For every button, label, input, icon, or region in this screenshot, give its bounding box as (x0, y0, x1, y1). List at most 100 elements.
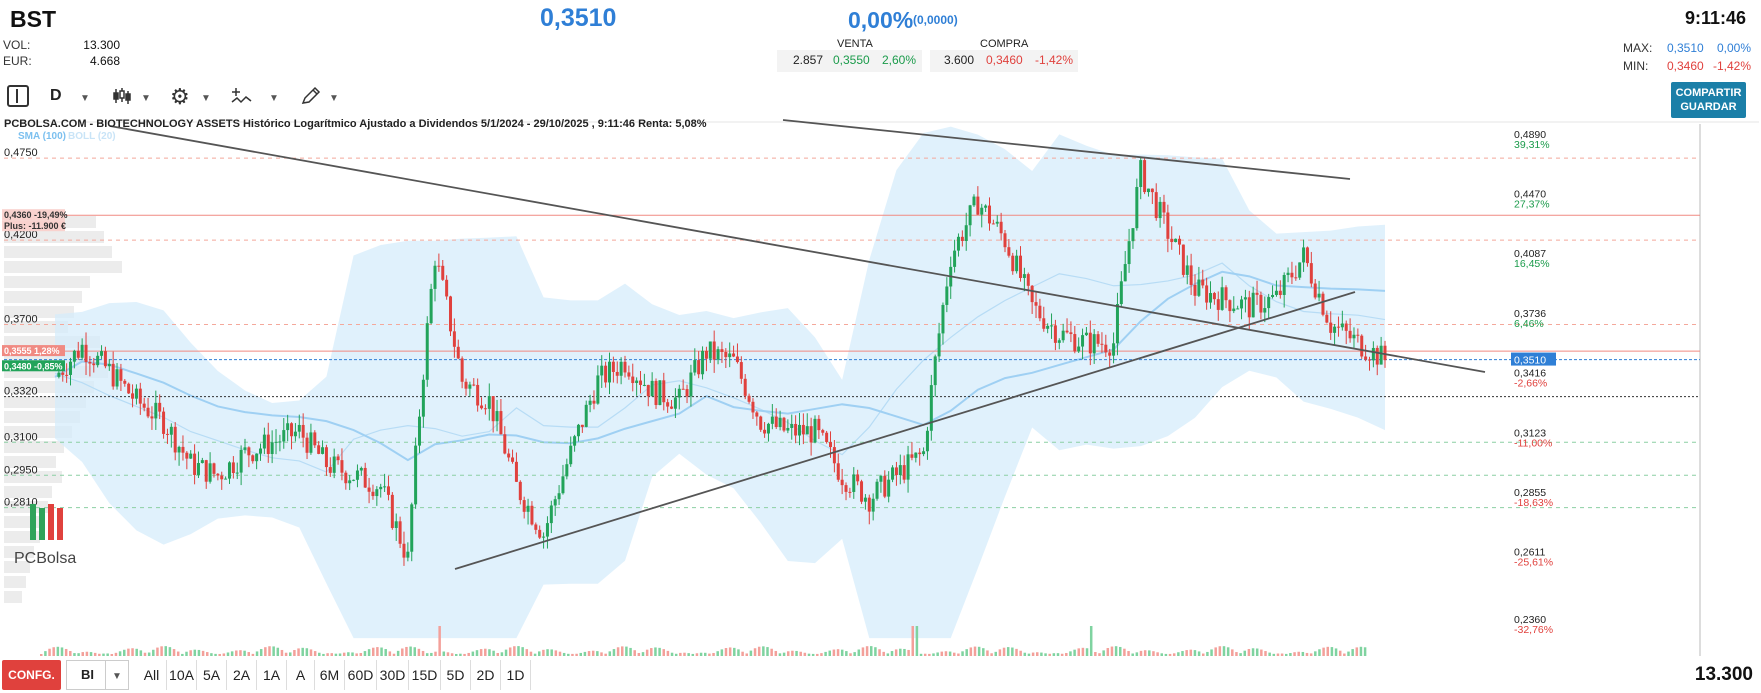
bi-select[interactable]: BI ▼ (66, 660, 129, 690)
candle-body (1022, 274, 1026, 278)
candle-body (968, 205, 972, 226)
volume-bar (380, 647, 383, 656)
candle-body (1096, 334, 1100, 344)
candle-body (1348, 330, 1352, 339)
candle-body (1143, 160, 1147, 193)
chevron-down-icon[interactable]: ▼ (269, 93, 279, 104)
candle-body (1123, 264, 1127, 282)
volume-bar (977, 646, 981, 656)
candle-body (801, 424, 805, 435)
candle-body (386, 486, 390, 495)
volume-bar (695, 653, 699, 656)
candle-body (875, 481, 879, 499)
candle-body (1267, 297, 1271, 309)
left-level-label: 0,3100 (4, 431, 38, 443)
volume-bar (1168, 653, 1172, 656)
chevron-down-icon[interactable]: ▼ (141, 93, 151, 104)
volume-bar (409, 646, 412, 656)
volume-bar (1276, 653, 1280, 656)
candle-body (1274, 290, 1278, 295)
volume-bar (654, 647, 657, 656)
logo-bar (57, 508, 63, 540)
candle-body (1259, 294, 1263, 313)
candle-body (1007, 247, 1011, 256)
range-button-a[interactable]: A (287, 660, 315, 690)
chevron-down-icon[interactable]: ▼ (201, 93, 211, 104)
price-chart[interactable]: PCBOLSA.COM - BIOTECHNOLOGY ASSETS Histó… (0, 116, 1761, 656)
volume-bar (591, 650, 595, 656)
volume-bar (176, 651, 180, 656)
candle-body (631, 376, 635, 384)
pen-icon[interactable] (300, 86, 322, 111)
volume-bar (230, 651, 234, 656)
volume-bar (799, 651, 802, 656)
volume-bar (193, 649, 197, 656)
right-axis-price: 0,4890 (1514, 129, 1546, 141)
volume-profile-bar (4, 501, 48, 513)
range-button-60d[interactable]: 60D (345, 660, 377, 690)
volume-bar (849, 653, 852, 656)
volume-bar (907, 649, 910, 656)
range-button-1d[interactable]: 1D (501, 660, 531, 690)
range-button-2d[interactable]: 2D (471, 660, 501, 690)
chevron-down-icon[interactable]: ▼ (329, 93, 339, 104)
candle-body (910, 454, 914, 458)
volume-bar (181, 653, 184, 656)
range-button-15d[interactable]: 15D (409, 660, 441, 690)
candle-body (1356, 334, 1360, 336)
range-button-30d[interactable]: 30D (377, 660, 409, 690)
volume-bar (865, 646, 869, 656)
indicator-icon[interactable] (230, 86, 252, 111)
position-tag-bg (2, 345, 65, 357)
candle-body (375, 489, 379, 497)
chevron-down-icon[interactable]: ▼ (80, 93, 90, 104)
candle-body (592, 400, 596, 404)
candle-body (929, 385, 933, 431)
range-button-5d[interactable]: 5D (441, 660, 471, 690)
volume-bar (1177, 652, 1180, 656)
volume-bar (1156, 652, 1159, 656)
volume-bar (471, 651, 475, 656)
candle-body (1236, 308, 1240, 310)
volume-bar (355, 653, 358, 656)
volume-bar (973, 646, 977, 656)
range-button-all[interactable]: All (137, 660, 167, 690)
candles-icon[interactable] (112, 86, 132, 111)
candle-body (530, 505, 534, 525)
gear-icon[interactable]: ⚙ (170, 84, 190, 109)
volume-bar (1280, 653, 1284, 656)
candle-body (755, 412, 759, 417)
range-button-6m[interactable]: 6M (315, 660, 345, 690)
candle-body (290, 423, 294, 437)
range-button-1a[interactable]: 1A (257, 660, 287, 690)
period-selector[interactable]: D (50, 87, 62, 104)
candle-body (251, 455, 255, 462)
right-axis-price: 0,3736 (1514, 308, 1546, 320)
volume-bar (475, 650, 479, 656)
range-button-2a[interactable]: 2A (227, 660, 257, 690)
range-button-5a[interactable]: 5A (197, 660, 227, 690)
candle-body (1224, 287, 1228, 301)
volume-bar (1052, 653, 1056, 656)
candle-body (600, 365, 604, 376)
candle-body (57, 372, 61, 377)
candle-body (301, 424, 305, 438)
candle-body (507, 453, 511, 458)
volume-bar (870, 646, 873, 656)
sidebar-toggle-icon[interactable] (7, 85, 29, 107)
volume-bar (882, 651, 885, 656)
candle-body (456, 346, 460, 359)
candle-body (499, 411, 503, 435)
candle-body (797, 424, 801, 436)
volume-bar (463, 653, 466, 656)
config-button[interactable]: CONFG. (2, 660, 61, 690)
candle-body (728, 353, 732, 358)
range-button-10a[interactable]: 10A (167, 660, 197, 690)
candle-body (813, 418, 817, 443)
volume-bar (1251, 648, 1255, 656)
volume-bar (633, 650, 636, 656)
candle-body (542, 536, 546, 538)
share-save-button[interactable]: COMPARTIR GUARDAR (1671, 82, 1746, 118)
candle-body (72, 350, 76, 362)
ticker-symbol: BST (10, 6, 56, 32)
